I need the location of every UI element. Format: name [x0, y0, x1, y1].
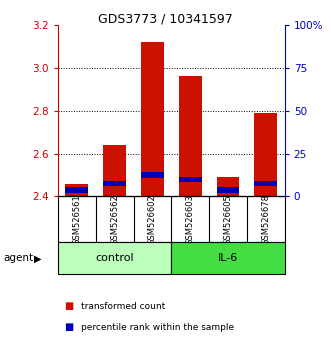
Bar: [141, 172, 164, 178]
Bar: [66, 184, 88, 196]
Text: ■: ■: [65, 322, 74, 332]
Bar: [171, 242, 285, 274]
Text: GSM526678: GSM526678: [261, 194, 270, 245]
Text: control: control: [95, 253, 134, 263]
Bar: [255, 113, 277, 196]
Bar: [216, 177, 239, 196]
Bar: [216, 187, 239, 193]
Text: GSM526561: GSM526561: [72, 194, 81, 245]
Bar: [103, 145, 126, 196]
Text: GSM526603: GSM526603: [186, 194, 195, 245]
Text: ■: ■: [65, 301, 74, 311]
Text: GDS3773 / 10341597: GDS3773 / 10341597: [98, 12, 233, 25]
Bar: [66, 187, 88, 193]
Text: GSM526602: GSM526602: [148, 194, 157, 245]
Bar: [58, 242, 171, 274]
Bar: [179, 76, 202, 196]
Text: GSM526605: GSM526605: [223, 194, 232, 245]
Bar: [255, 181, 277, 186]
Bar: [179, 177, 202, 182]
Text: transformed count: transformed count: [81, 302, 166, 311]
Text: percentile rank within the sample: percentile rank within the sample: [81, 323, 234, 332]
Text: agent: agent: [3, 253, 33, 263]
Bar: [141, 42, 164, 196]
Text: GSM526562: GSM526562: [110, 194, 119, 245]
Bar: [103, 181, 126, 186]
Text: ▶: ▶: [34, 253, 42, 263]
Text: IL-6: IL-6: [218, 253, 238, 263]
